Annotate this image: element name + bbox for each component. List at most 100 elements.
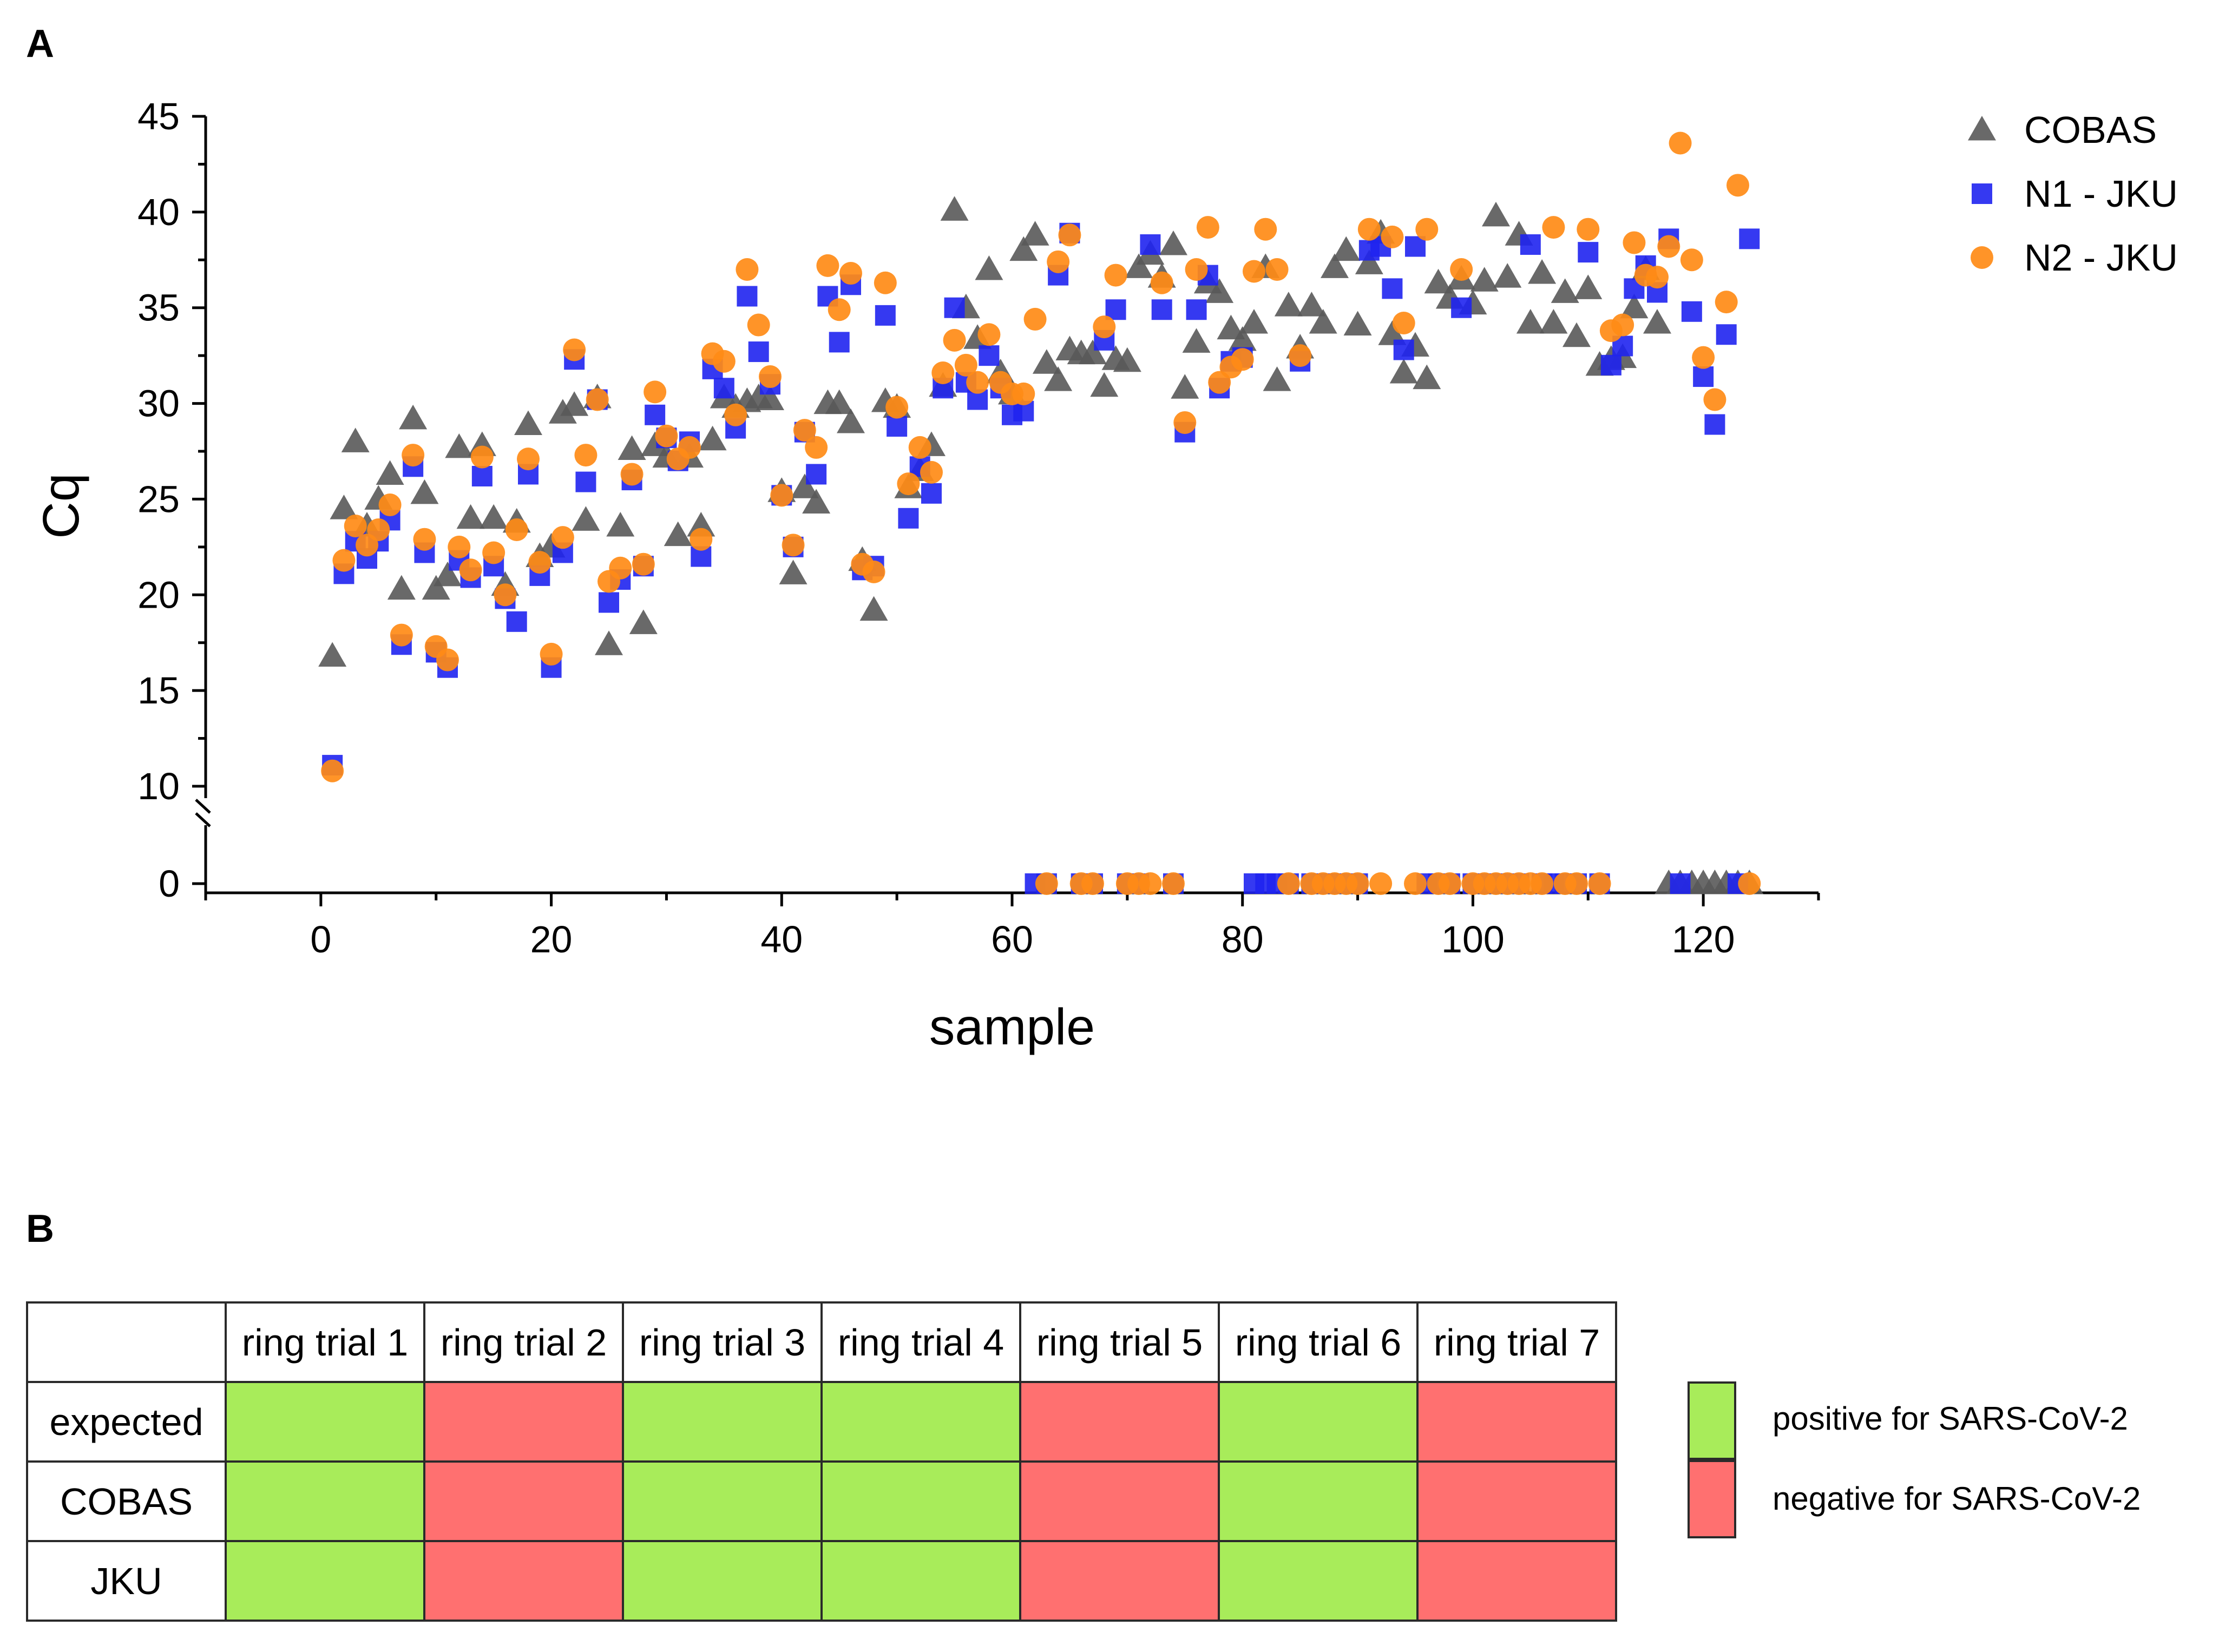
- y-tick-label: 40: [137, 191, 180, 233]
- data-point-square: [1739, 228, 1760, 249]
- data-point-square: [1704, 414, 1725, 435]
- data-point-circle: [1058, 223, 1081, 247]
- data-point-triangle: [422, 575, 450, 600]
- table-result-cell: [225, 1540, 425, 1622]
- y-tick-label: 20: [137, 574, 180, 616]
- data-point-square: [979, 345, 1000, 366]
- table-row-label: JKU: [26, 1540, 227, 1622]
- data-point-triangle: [802, 489, 831, 514]
- chart-points: [318, 131, 1764, 895]
- y-tick-label: 10: [137, 765, 180, 807]
- data-point-circle: [931, 361, 955, 384]
- data-point-triangle: [560, 391, 589, 416]
- data-point-circle: [1346, 872, 1369, 895]
- negative-legend-label: negative for SARS-CoV-2: [1772, 1480, 2141, 1517]
- data-point-circle: [1646, 266, 1669, 289]
- table-result-cell: [1019, 1381, 1220, 1463]
- data-point-circle: [402, 444, 425, 467]
- data-point-circle: [1265, 258, 1289, 281]
- data-point-triangle: [410, 479, 439, 504]
- data-point-circle: [436, 648, 459, 672]
- data-point-circle: [1173, 411, 1197, 434]
- y-tick-label: 45: [137, 95, 180, 137]
- data-point-circle: [620, 463, 644, 486]
- data-point-circle: [1565, 872, 1588, 895]
- data-point-circle: [1715, 291, 1738, 314]
- data-point-triangle: [1159, 230, 1187, 255]
- data-point-square: [599, 592, 619, 613]
- data-point-triangle: [1563, 322, 1591, 347]
- data-point-triangle: [1528, 259, 1557, 284]
- table-result-cell: [1019, 1460, 1220, 1542]
- data-point-triangle: [825, 389, 854, 414]
- data-point-circle: [505, 518, 528, 542]
- data-point-circle: [1415, 218, 1439, 241]
- data-point-square: [1681, 301, 1702, 322]
- data-point-circle: [367, 518, 390, 542]
- data-point-circle: [390, 623, 413, 647]
- data-point-triangle: [1079, 339, 1107, 365]
- data-point-circle: [470, 445, 494, 469]
- data-point-circle: [1357, 218, 1381, 241]
- data-point-circle: [482, 541, 505, 564]
- data-point-circle: [1738, 872, 1761, 895]
- data-point-square: [645, 404, 666, 425]
- data-point-square: [921, 483, 942, 504]
- data-point-circle: [1277, 872, 1300, 895]
- data-point-circle: [920, 460, 943, 484]
- data-point-circle: [1035, 872, 1058, 895]
- table-result-cell: [622, 1540, 823, 1622]
- data-point-circle: [574, 444, 598, 467]
- data-point-triangle: [1413, 364, 1441, 390]
- data-point-circle: [816, 254, 839, 277]
- data-point-circle: [413, 528, 436, 551]
- data-point-triangle: [837, 408, 865, 433]
- data-point-triangle: [1171, 374, 1199, 399]
- data-point-triangle: [629, 609, 658, 634]
- ring-trial-table: ring trial 1 ring trial 2 ring trial 3 r…: [26, 1301, 1617, 1622]
- data-point-circle: [1692, 346, 1715, 369]
- scatter-chart: 0 10 15 20 25 30 35 40 45 0 20 40 60 80 100 120 sample Cq…: [32, 95, 2178, 1056]
- table-result-cell: [423, 1381, 624, 1463]
- data-point-circle: [517, 447, 540, 471]
- data-point-triangle: [940, 196, 969, 221]
- negative-legend-swatch: [1688, 1460, 1736, 1538]
- table-row: JKU: [26, 1540, 1617, 1622]
- data-point-circle: [712, 350, 736, 373]
- data-point-square: [1393, 339, 1414, 360]
- data-point-square: [713, 378, 734, 399]
- data-point-triangle: [1182, 328, 1211, 353]
- table-row-label: expected: [26, 1381, 227, 1463]
- data-point-triangle: [1378, 320, 1407, 345]
- table-result-cell: [225, 1460, 425, 1542]
- data-point-triangle: [572, 506, 600, 531]
- data-point-circle: [459, 558, 482, 582]
- data-point-circle: [977, 323, 1001, 346]
- data-point-circle: [1162, 872, 1185, 895]
- data-point-triangle: [1343, 311, 1372, 336]
- data-point-circle: [1081, 872, 1104, 895]
- data-point-triangle: [1620, 293, 1649, 319]
- data-point-triangle: [1424, 268, 1453, 294]
- data-point-circle: [528, 551, 552, 574]
- data-point-triangle: [1217, 314, 1245, 340]
- x-axis-title: sample: [929, 998, 1095, 1056]
- data-point-square: [575, 471, 596, 492]
- data-point-triangle: [445, 433, 474, 458]
- data-point-triangle: [618, 435, 646, 460]
- data-point-circle: [943, 328, 966, 352]
- data-point-circle: [586, 388, 609, 411]
- y-tick-label: 30: [137, 383, 180, 425]
- data-point-square: [1716, 324, 1737, 345]
- data-point-triangle: [1009, 236, 1038, 261]
- data-point-circle: [874, 271, 897, 294]
- data-point-square: [1405, 236, 1426, 257]
- data-point-triangle: [1516, 309, 1545, 334]
- data-point-circle: [563, 338, 586, 361]
- x-tick-label: 60: [991, 918, 1033, 960]
- table-result-cell: [1218, 1540, 1419, 1622]
- y-tick-label: 25: [137, 478, 180, 520]
- data-point-square: [944, 297, 965, 318]
- data-point-square: [1670, 873, 1691, 894]
- data-point-triangle: [456, 504, 485, 529]
